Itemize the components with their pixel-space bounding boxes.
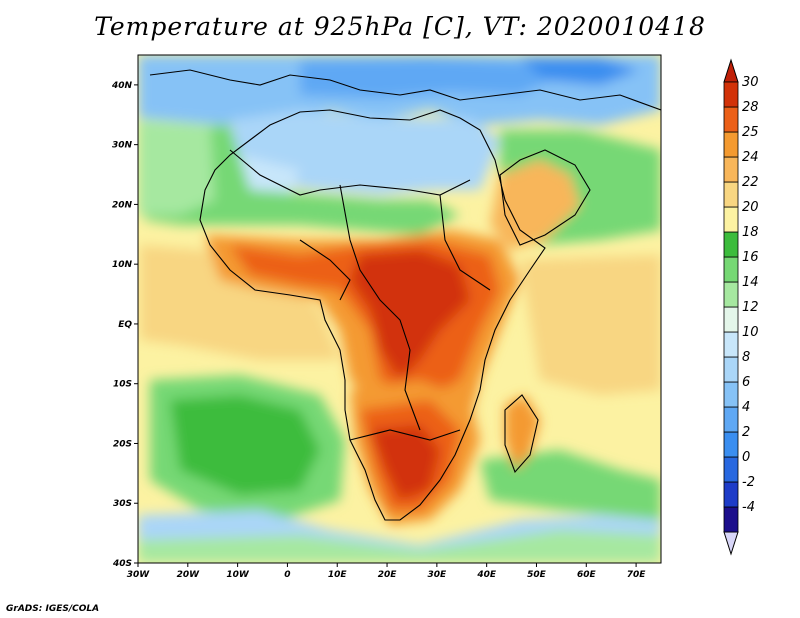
colorbar-label: 2 [742,425,750,440]
colorbar-label: 22 [742,175,759,190]
lat-tick-label: 30N [112,141,133,151]
lon-tick-label: 40E [476,570,497,580]
field-southern-green [138,530,661,563]
field-arabia-warm [490,160,580,250]
border-5 [299,239,351,301]
lon-tick-label: 20W [177,570,201,580]
lon-tick-label: 70E [627,570,647,580]
field-north-darkblue [300,58,560,98]
colorbar-swatch [723,231,739,258]
coastlines [149,69,661,521]
colorbar-label: 20 [742,200,759,215]
colorbar-label: 25 [742,125,759,140]
field-atlantic-green [138,120,215,215]
colorbar-label: 6 [742,375,750,390]
lon-tick-label: 20E [378,570,398,580]
temperature-field [138,55,661,563]
colorbar-swatch [723,456,739,483]
credit-text: GrADS: IGES/COLA [6,604,100,614]
colorbar-label: 10 [742,325,759,340]
colorbar-swatch [723,506,739,533]
colorbar-swatch [723,256,739,283]
madagascar-coast [504,394,539,474]
lat-tick-label: 40N [111,81,133,91]
colorbar-swatch [723,81,739,108]
colorbar-label: 28 [742,100,759,115]
field-south-deepred [370,425,440,500]
lat-tick-label: 10S [113,380,132,390]
field-indian-yellow [520,255,661,395]
colorbar-label: 30 [742,75,759,90]
colorbar-swatch [723,331,739,358]
chart-title: Temperature at 925hPa [C], VT: 202001041… [94,12,706,41]
lon-axis: 30W 20W 10W 0 10E 20E 30E 40E 50E 60E 70E [127,563,647,580]
lat-tick-label: 10N [112,260,133,270]
colorbar-label: 24 [742,150,759,165]
field-north-bluer [520,58,640,85]
lat-tick-label: 20N [112,200,133,210]
colorbar-swatch [723,406,739,433]
lat-tick-label: 30S [113,499,132,509]
colorbar-swatch [723,431,739,458]
colorbar-swatch [723,356,739,383]
field-sa-green2 [170,395,320,495]
colorbar-swatch [723,281,739,308]
colorbar-label: 0 [742,450,750,465]
lon-tick-label: 50E [527,570,547,580]
field-atlantic-yellow [140,245,340,360]
plot-frame [137,54,662,564]
colorbar-label: 14 [742,275,759,290]
lon-tick-label: 30E [428,570,448,580]
colorbar-swatch [723,206,739,233]
lat-axis: 40S 30S 20S 10S EQ 10N 20N 30N 40N [111,81,138,569]
lon-tick-label: 0 [284,570,290,580]
colorbar-label: -2 [742,475,755,490]
lat-tick-label: 20S [113,439,132,449]
border-2 [339,184,421,431]
lat-tick-label: 40S [112,559,132,569]
border-3 [439,194,491,291]
lat-tick-label: EQ [118,320,132,330]
europe-coast [149,69,661,111]
colorbar-swatch [723,481,739,508]
lon-tick-label: 60E [577,570,597,580]
border-4 [349,429,461,441]
colorbar-label: -4 [742,500,755,515]
africa-coast [199,109,546,521]
colorbar-swatch [723,156,739,183]
colorbar-label: 8 [742,350,750,365]
arabia-coast [499,149,591,246]
colorbar-label: 18 [742,225,759,240]
field-se-green [480,450,661,520]
colorbar-swatch [723,131,739,158]
colorbar-max-arrow [723,58,739,83]
colorbar-swatch [723,306,739,333]
field-madagascar [505,395,540,470]
field-central-deepred [350,250,470,380]
colorbar-swatch [723,106,739,133]
colorbar-swatch [723,181,739,208]
field-sahel-green [145,125,460,235]
lon-tick-label: 10E [328,570,348,580]
colorbar-label: 4 [742,400,750,415]
lon-tick-label: 10W [226,570,250,580]
colorbar-label: 12 [742,300,759,315]
lon-tick-label: 30W [127,570,151,580]
colorbar-label: 16 [742,250,759,265]
colorbar-swatch [723,381,739,408]
colorbar-min-arrow [723,531,739,556]
